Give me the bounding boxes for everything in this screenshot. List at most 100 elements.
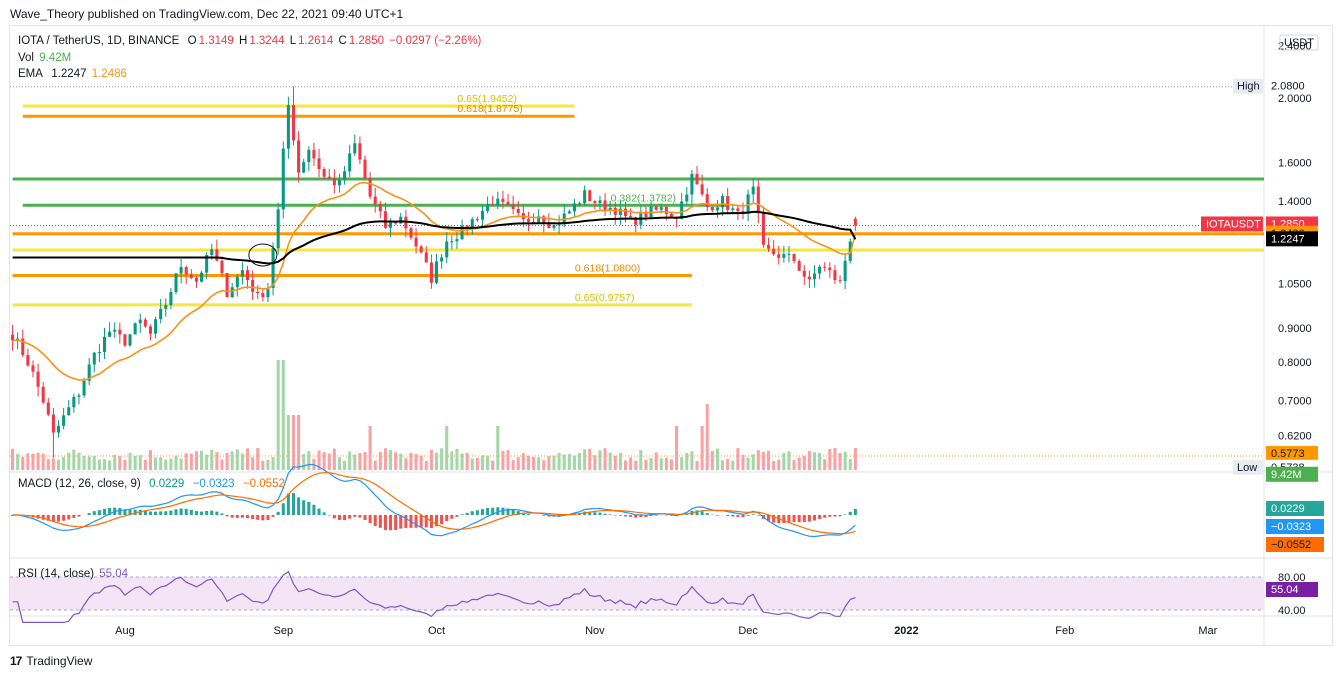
macd-hist-bar bbox=[731, 515, 735, 517]
signal-line bbox=[12, 472, 856, 535]
volume-bar bbox=[613, 455, 617, 470]
volume-bar bbox=[741, 454, 745, 470]
candle-body bbox=[11, 334, 15, 341]
ema-label: EMA bbox=[18, 68, 43, 80]
macd-hist-bar bbox=[394, 515, 398, 530]
time-tick-label: Oct bbox=[428, 625, 445, 637]
macd-hist-bar bbox=[833, 515, 837, 517]
candle-body bbox=[169, 292, 173, 306]
macd-hist-bar bbox=[72, 515, 76, 518]
macd-hist-bar bbox=[486, 508, 490, 515]
macd-hist-bar bbox=[792, 515, 796, 523]
volume-bar bbox=[460, 453, 464, 470]
candle-body bbox=[399, 216, 403, 224]
macd-hist-bar bbox=[598, 512, 602, 515]
price-tick-label: 0.6200 bbox=[1278, 430, 1312, 442]
volume-bar bbox=[802, 455, 806, 470]
volume-bar bbox=[261, 460, 265, 470]
macd-hist-bar bbox=[623, 515, 628, 517]
price-tag-label-box bbox=[1233, 459, 1263, 475]
candle-body bbox=[194, 277, 198, 282]
candle-body bbox=[378, 204, 382, 212]
candle-body bbox=[383, 211, 387, 228]
macd-hist-bar bbox=[67, 515, 71, 520]
tradingview-brand: TradingView bbox=[26, 654, 93, 668]
macd-hist-bar bbox=[654, 515, 658, 516]
price-tag-label: Low bbox=[1237, 462, 1257, 474]
candle-body bbox=[225, 273, 229, 298]
candle-body bbox=[807, 276, 811, 280]
macd-hist-bar bbox=[501, 507, 505, 515]
time-tick-label: Aug bbox=[115, 625, 135, 637]
macd-hist-bar bbox=[705, 513, 709, 515]
macd-hist-bar bbox=[210, 510, 214, 515]
volume-bar bbox=[276, 360, 280, 470]
candle-body bbox=[26, 355, 30, 366]
candle-body bbox=[460, 225, 464, 240]
candle-body bbox=[434, 261, 439, 283]
volume-bar bbox=[281, 360, 285, 470]
volume-bar bbox=[251, 457, 255, 470]
volume-bar bbox=[87, 456, 91, 470]
volume-bar bbox=[383, 448, 387, 470]
volume-bar bbox=[833, 448, 837, 470]
volume-bar bbox=[751, 454, 755, 470]
chart-frame[interactable] bbox=[9, 25, 1333, 646]
price-tag bbox=[1266, 466, 1318, 482]
volume-bar bbox=[766, 450, 771, 470]
volume-bar bbox=[205, 454, 209, 470]
volume-bar bbox=[343, 460, 347, 470]
volume-bar bbox=[51, 458, 55, 470]
macd-hist-bar bbox=[317, 508, 321, 515]
candle-body bbox=[322, 169, 326, 177]
candle-body bbox=[593, 201, 597, 203]
candle-body bbox=[281, 148, 285, 210]
volume-bar bbox=[46, 459, 50, 470]
macd-hist-bar bbox=[133, 509, 137, 515]
candle-body bbox=[353, 143, 357, 154]
rsi-line bbox=[12, 570, 856, 623]
macd-hist-bar bbox=[766, 515, 771, 522]
candle-body bbox=[741, 211, 745, 213]
volume-bar bbox=[532, 457, 536, 470]
macd-hist-bar bbox=[853, 508, 857, 515]
fib-level-label: 0.65(0.9757) bbox=[575, 292, 635, 304]
candle-body bbox=[159, 308, 163, 320]
volume-bar bbox=[72, 449, 76, 470]
close-value: 1.2850 bbox=[348, 35, 384, 47]
macd-hist-bar bbox=[281, 503, 285, 515]
macd-hist-bar bbox=[802, 515, 806, 522]
volume-bar bbox=[36, 452, 40, 470]
time-tick-label: Feb bbox=[1055, 625, 1074, 637]
candle-body bbox=[792, 253, 796, 262]
volume-bar bbox=[113, 454, 117, 470]
macd-hist-bar bbox=[787, 515, 791, 523]
volume-bar bbox=[358, 453, 362, 470]
volume-bar bbox=[664, 457, 668, 470]
macd-hist-bar bbox=[271, 515, 275, 517]
macd-hist-bar bbox=[823, 515, 827, 518]
candle-body bbox=[782, 254, 786, 258]
fib-level-label: 0.65(1.9452) bbox=[457, 93, 517, 105]
volume-bar bbox=[409, 452, 413, 470]
volume-bar bbox=[792, 460, 796, 470]
price-tick-label: 2.0000 bbox=[1278, 93, 1312, 105]
candle-body bbox=[547, 222, 551, 228]
macd-hist-bar bbox=[736, 515, 740, 517]
rsi-tick-label: 80.00 bbox=[1278, 572, 1306, 584]
volume-bar bbox=[557, 452, 561, 470]
candle-body bbox=[368, 178, 372, 197]
tradingview-footer[interactable]: 17 TradingView bbox=[10, 654, 92, 668]
candle-body bbox=[235, 276, 239, 288]
candle-body bbox=[669, 213, 674, 217]
macd-hist-bar bbox=[276, 511, 280, 515]
candle-body bbox=[179, 267, 183, 274]
volume-bar bbox=[322, 452, 326, 470]
candle-body bbox=[766, 244, 771, 249]
candle-body bbox=[184, 267, 188, 275]
candle-body bbox=[87, 364, 91, 381]
candle-body bbox=[526, 219, 530, 222]
price-tick-label: 0.8000 bbox=[1278, 357, 1312, 369]
candle-body bbox=[746, 194, 750, 213]
